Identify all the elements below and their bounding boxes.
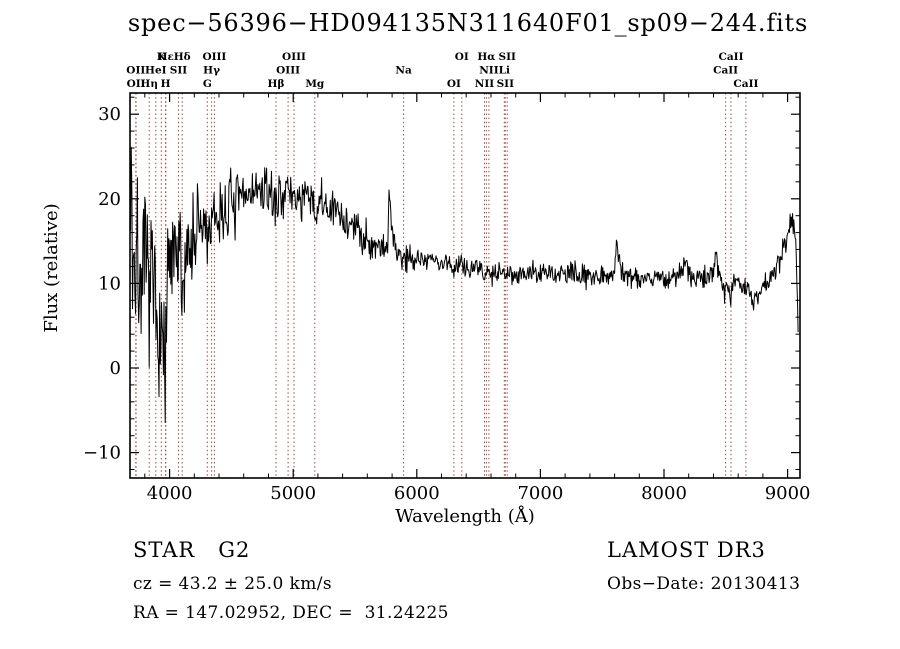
spectral-line-label: CaII (719, 51, 744, 63)
spectral-line-label: Hδ (174, 51, 191, 63)
spectral-line-label: NII (475, 78, 495, 90)
spectral-line-label: G (203, 78, 212, 90)
spectral-line-label: OIII (276, 65, 300, 77)
spectral-line-label: Hε (158, 51, 174, 63)
axes-layer: 4000 5000 6000 7000 8000 9000 −10 0 10 20 30 (83, 92, 811, 504)
plot-frame (129, 92, 801, 479)
spectral-line-markers (135, 93, 747, 478)
spectral-line-label: OI (455, 51, 469, 63)
spectral-line-label: OIII (282, 51, 306, 63)
spectral-line-label: SII (170, 65, 187, 77)
spectral-line-label: SII (498, 51, 515, 63)
spectral-line-label: Na (395, 65, 412, 77)
x-tick-label: 8000 (641, 483, 687, 504)
spectrum-trace (130, 147, 799, 423)
spectral-line-label: H (161, 78, 171, 90)
spectral-line-label: OII (127, 78, 146, 90)
ra-dec: RA = 147.02952, DEC = 31.24225 (133, 603, 449, 623)
y-tick-label: 30 (98, 104, 121, 125)
y-tick-label: 0 (110, 358, 121, 379)
object-class-label: STAR G2 (133, 538, 250, 562)
footer: STAR G2 LAMOST DR3 cz = 43.2 ± 25.0 km/s… (133, 538, 800, 623)
spectral-line-label: OIII (202, 51, 226, 63)
spectrum-trace-layer (130, 147, 799, 423)
cz-value: cz = 43.2 ± 25.0 km/s (133, 574, 332, 594)
obs-date: Obs−Date: 20130413 (607, 574, 800, 594)
spectral-line-label: HeI (145, 65, 167, 77)
spectral-line-label: NII (479, 65, 499, 77)
spectral-line-label: Hα (477, 51, 495, 63)
x-tick-label: 6000 (394, 483, 440, 504)
y-axis-label: Flux (relative) (41, 203, 62, 332)
spectral-line-label: Hβ (268, 78, 285, 90)
spectral-line-label: CaII (713, 65, 738, 77)
spectral-line-labels: OIIOIIHηHeIKHHεSIIHδGHγOIIIHβOIIIOIIIMgN… (126, 51, 758, 90)
y-tick-label: 20 (98, 189, 121, 210)
x-tick-label: 4000 (147, 483, 193, 504)
x-tick-label: 7000 (517, 483, 563, 504)
survey-label: LAMOST DR3 (607, 538, 766, 562)
spectral-line-label: Mg (305, 78, 325, 90)
plot-title: spec−56396−HD094135N311640F01_sp09−244.f… (128, 9, 808, 37)
spectral-line-label: Hη (140, 78, 158, 90)
spectral-line-label: OI (447, 78, 461, 90)
x-axis-label: Wavelength (Å) (395, 505, 535, 527)
chart-layer: 4000 5000 6000 7000 8000 9000−100102030OIIOII… (83, 51, 811, 504)
spectral-line-label: Hγ (203, 65, 220, 77)
spectral-line-label: CaII (733, 78, 758, 90)
spectral-line-label: K (157, 51, 167, 63)
spectral-line-label: OII (126, 65, 145, 77)
x-tick-label: 9000 (765, 483, 811, 504)
spectral-line-label: SII (497, 78, 514, 90)
y-tick-label: 10 (98, 273, 121, 294)
y-tick-label: −10 (83, 443, 121, 464)
spectral-line-label: Li (499, 65, 510, 77)
x-tick-label: 5000 (270, 483, 316, 504)
